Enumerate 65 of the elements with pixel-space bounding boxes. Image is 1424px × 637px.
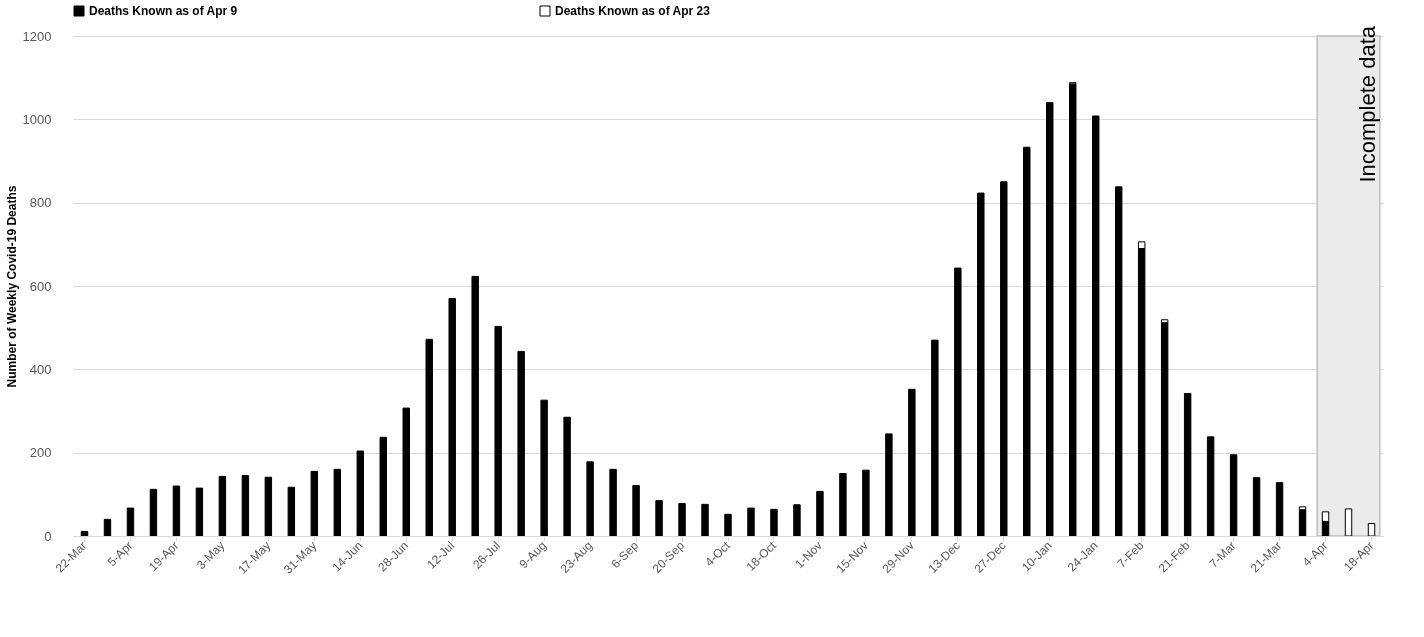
y-tick-label: 1200 [22, 28, 52, 44]
y-tick-label: 0 [44, 528, 52, 544]
bar [701, 503, 709, 537]
bar [563, 416, 571, 537]
bar [172, 485, 181, 537]
bar [655, 500, 663, 537]
bar [586, 461, 594, 537]
bar [517, 350, 525, 537]
bar [1092, 115, 1100, 537]
bar [1206, 436, 1215, 537]
bar [977, 192, 985, 537]
bar [471, 275, 479, 537]
bar [1114, 186, 1123, 537]
bar [1046, 102, 1054, 537]
bar [218, 475, 227, 537]
bar [425, 338, 433, 537]
bar [103, 518, 112, 537]
bar [402, 407, 410, 537]
y-tick-label: 800 [29, 195, 52, 211]
bar [540, 399, 548, 537]
bar [862, 469, 870, 537]
bar [149, 488, 158, 537]
bar [724, 513, 732, 537]
y-tick-label: 200 [29, 445, 52, 461]
bar [1367, 523, 1376, 537]
bar [1229, 454, 1238, 537]
bar [609, 468, 617, 537]
bar [885, 433, 893, 537]
bar [264, 476, 273, 537]
bar [1183, 393, 1192, 537]
y-tick-label: 600 [29, 278, 52, 294]
bar [310, 470, 319, 537]
bar [379, 436, 387, 537]
bar [632, 485, 640, 537]
bar [678, 503, 686, 537]
bar [241, 475, 250, 537]
bar [195, 487, 204, 537]
bar [1298, 509, 1307, 537]
bar [448, 298, 456, 537]
legend-label: Deaths Known as of Apr 9 [89, 4, 238, 18]
bar [287, 486, 296, 537]
bar [816, 490, 824, 537]
bar [839, 473, 847, 537]
bar [908, 388, 916, 537]
bar [954, 267, 962, 537]
y-tick-label: 1000 [22, 111, 52, 127]
bar [793, 504, 801, 537]
bar [333, 468, 342, 537]
bar [1160, 322, 1169, 537]
legend-label: Deaths Known as of Apr 23 [555, 4, 711, 18]
band-label: Incomplete data [1355, 25, 1381, 183]
bar [356, 450, 364, 537]
bar [1275, 482, 1284, 537]
bar [747, 507, 755, 537]
bar [770, 508, 778, 537]
bar [1344, 508, 1353, 537]
y-tick-label: 400 [29, 361, 52, 377]
bar [931, 339, 939, 537]
bar [1252, 477, 1261, 537]
bar [494, 325, 502, 537]
bar [1000, 181, 1008, 537]
bar [1069, 83, 1077, 537]
bar [126, 507, 135, 537]
bar [1023, 146, 1031, 537]
y-axis-title: Number of Weekly Covid-19 Deaths [4, 185, 19, 388]
